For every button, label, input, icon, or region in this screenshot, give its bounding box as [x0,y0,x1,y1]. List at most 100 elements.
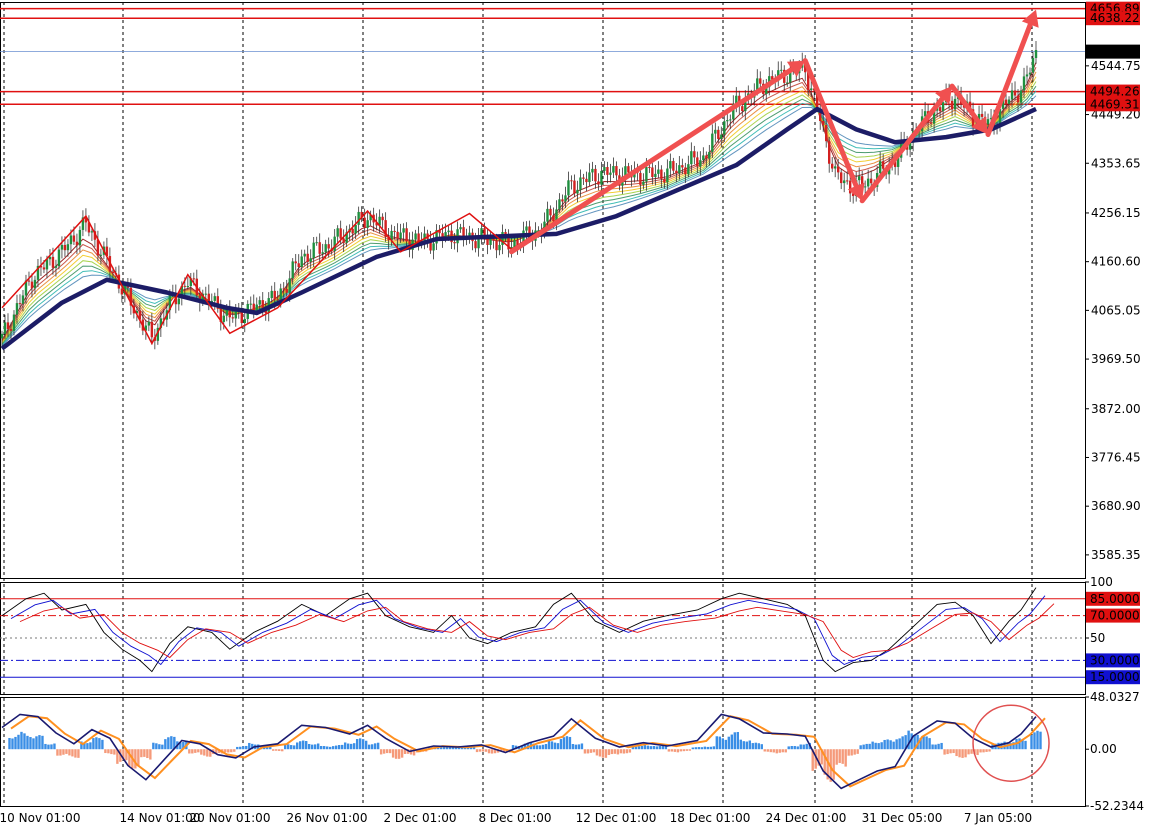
histogram-bar [728,737,730,750]
histogram-bar [401,749,403,757]
histogram-bar [554,743,556,750]
histogram-bar [880,742,882,749]
candle-body [333,237,335,251]
histogram-bar [782,749,784,752]
candle-body [1029,73,1031,75]
candle-body [67,244,69,250]
histogram-bar [38,735,40,749]
candle-body [564,195,566,201]
candle-body [696,157,698,166]
y-tick-label: 4065.05 [1091,303,1141,317]
candle-body [678,165,680,173]
candle-body [121,289,123,295]
histogram-bar [392,749,394,757]
candle-body [417,233,419,241]
histogram-bar [788,746,790,749]
candle-body [822,121,824,125]
histogram-bar [689,749,691,751]
histogram-bar [967,749,969,754]
candle-body [627,166,629,172]
y-tick-label: 3969.50 [1091,352,1141,366]
histogram-bar [20,732,22,749]
candle-body [654,174,656,177]
histogram-bar [311,745,313,750]
candle-body [759,78,761,83]
histogram-bar [71,749,73,756]
histogram-bar [353,743,355,749]
candle-body [304,254,306,257]
candle-body [414,233,416,239]
candle-body [1014,90,1016,95]
histogram-bar [149,749,151,759]
histogram-bar [599,749,601,756]
histogram-bar [838,749,840,763]
histogram-bar [275,749,277,751]
histogram-bar [59,749,61,755]
candle-body [351,229,353,234]
histogram-bar [946,749,948,754]
candle-body [184,286,186,287]
histogram-bar [635,747,637,749]
histogram-bar [278,749,280,751]
candle-body [280,288,282,300]
histogram-bar [734,732,736,749]
histogram-bar [665,746,667,749]
histogram-bar [32,738,34,749]
candle-body [489,239,491,245]
histogram-bar [86,743,88,749]
histogram-bar [338,745,340,749]
candle-body [46,259,48,269]
histogram-bar [877,743,879,749]
histogram-bar [740,740,742,750]
candle-body [600,171,602,185]
candle-body [609,173,611,175]
histogram-bar [386,749,388,753]
candle-body [708,152,710,159]
candle-body [178,299,180,305]
histogram-bar [943,749,945,754]
histogram-bar [14,737,16,749]
histogram-bar [356,739,358,749]
histogram-bar [617,749,619,754]
histogram-bar [608,749,610,755]
histogram-bar [931,744,933,749]
histogram-bar [320,746,322,749]
candle-body [253,304,255,311]
candle-body [312,243,314,259]
histogram-bar [305,741,307,749]
histogram-bar [952,749,954,753]
candle-body [864,186,866,187]
histogram-bar [928,738,930,749]
candle-body [453,242,455,243]
candle-body [402,228,404,232]
y-tick-label: 3680.90 [1091,499,1141,513]
candle-body [31,282,33,289]
histogram-bar [620,749,622,753]
histogram-bar [302,741,304,750]
histogram-bar [485,749,487,752]
candle-body [13,315,15,331]
level-label: 30.0000 [1090,653,1140,667]
histogram-bar [958,749,960,757]
histogram-bar [545,744,547,749]
histogram-bar [245,746,247,749]
histogram-bar [683,749,685,751]
y-tick-label: 0.00 [1090,742,1117,756]
histogram-bar [476,749,478,752]
histogram-bar [874,743,876,749]
histogram-bar [844,749,846,766]
histogram-bar [101,740,103,749]
candle-body [597,181,599,184]
candle-body [474,241,476,248]
candle-body [4,322,6,333]
histogram-bar [329,747,331,749]
histogram-bar [287,744,289,749]
histogram-bar [695,747,697,749]
histogram-bar [200,749,202,754]
candle-body [187,286,189,287]
histogram-bar [95,737,97,749]
histogram-bar [692,748,694,750]
candle-body [1035,50,1037,58]
candle-body [729,119,731,120]
histogram-bar [398,749,400,759]
